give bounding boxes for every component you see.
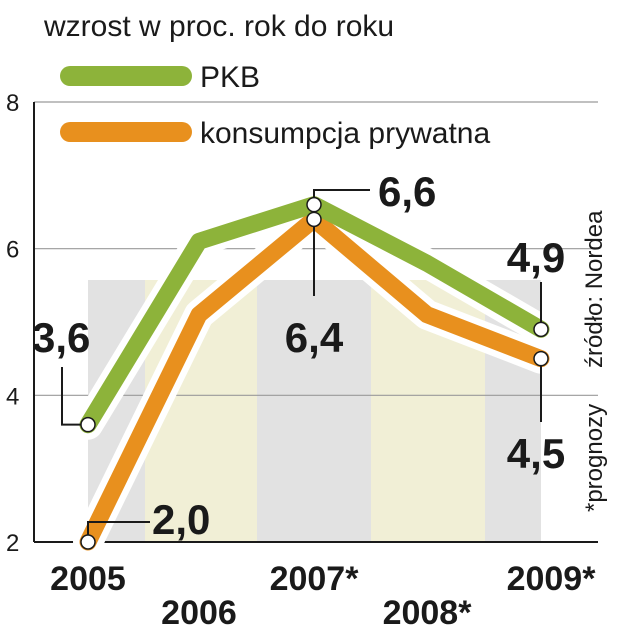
marker-label-1-2007*: [306, 211, 322, 228]
y-tick-6: 6: [6, 237, 19, 264]
legend: PKB konsumpcja prywatna: [54, 60, 490, 150]
axes: [33, 102, 598, 543]
x-tick-2007*: 2007*: [270, 560, 360, 598]
source-note: źródło: Nordea: [581, 210, 608, 368]
x-axis-ticks: 2005 2006 2007* 2008* 2009*: [50, 560, 596, 632]
forecast-footnote: *prognozy: [581, 404, 608, 512]
marker-label-0-2007*: [306, 196, 322, 213]
marker-label-1-2009*: [533, 350, 549, 367]
x-tick-2008*: 2008*: [383, 594, 473, 632]
callouts: 3,6 2,0 6,6 6,4 4,9 4,5: [32, 168, 565, 550]
data-label-label-0-2007*: 6,6: [378, 168, 436, 215]
y-tick-4: 4: [6, 383, 19, 410]
marker-label-0-2009*: [533, 321, 549, 338]
marker-label-0-2005: [80, 416, 96, 433]
x-tick-2005: 2005: [50, 560, 126, 598]
data-label-label-1-2009*: 4,5: [507, 430, 565, 477]
leader-label-0-2005: [61, 367, 88, 426]
data-label-label-1-2007*: 6,4: [285, 314, 344, 361]
data-label-label-1-2005: 2,0: [152, 496, 210, 543]
band-2007*: [257, 280, 371, 542]
data-label-label-0-2009*: 4,9: [507, 234, 565, 281]
data-label-label-0-2005: 3,6: [32, 314, 90, 361]
x-tick-2006: 2006: [161, 594, 237, 632]
y-tick-2: 2: [6, 530, 19, 557]
legend-label-0: PKB: [200, 61, 260, 94]
marker-label-1-2005: [80, 534, 96, 550]
chart-title: wzrost w proc. rok do roku: [43, 10, 394, 43]
y-tick-8: 8: [6, 90, 19, 117]
x-tick-2009*: 2009*: [507, 560, 597, 598]
y-axis-ticks: 2 4 6 8: [6, 90, 19, 557]
legend-label-1: konsumpcja prywatna: [200, 117, 490, 150]
